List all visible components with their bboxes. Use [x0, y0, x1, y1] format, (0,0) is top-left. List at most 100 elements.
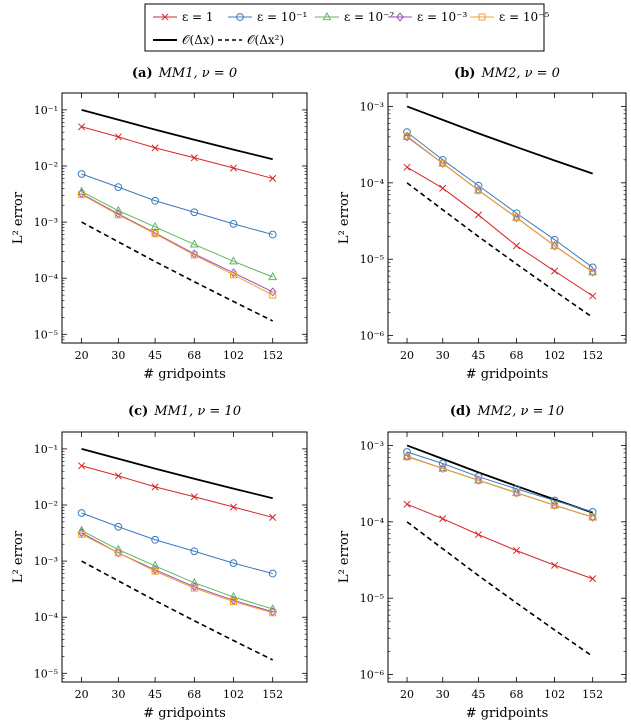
series-line: [81, 194, 273, 296]
data-point: [588, 263, 597, 272]
data-point: [550, 496, 559, 505]
y-tick-label: 10⁻⁶: [360, 330, 385, 343]
y-tick-label: 10⁻⁵: [34, 667, 58, 680]
y-tick-label: 10⁻¹: [34, 104, 58, 117]
data-point: [190, 251, 198, 259]
series-line: [406, 451, 593, 513]
series: [403, 500, 597, 583]
data-point: [513, 214, 521, 222]
legend-marker: [236, 13, 244, 21]
data-point: [551, 501, 559, 509]
y-axis-label: L² error: [337, 191, 352, 244]
data-point: [403, 163, 411, 171]
panel-title-text: MM2, ν = 0: [480, 66, 560, 81]
data-point: [229, 164, 238, 172]
data-point: [268, 287, 277, 297]
series-line: [81, 512, 273, 575]
legend-marker: [322, 11, 332, 21]
data-point: [402, 451, 412, 460]
legend-entry: ε = 10⁻⁵: [470, 10, 550, 24]
x-tick-label: 45: [471, 688, 485, 701]
data-point: [589, 513, 597, 521]
data-point: [403, 500, 411, 508]
reference-line-first-order: [406, 444, 593, 514]
legend: ε = 1 ε = 10⁻¹ ε = 10⁻² ε = 10⁻³ ε = 10⁻⁵ 𝒪(Δ…: [144, 3, 550, 52]
x-tick-label: 20: [75, 349, 89, 362]
data-point: [589, 268, 597, 276]
data-point: [78, 530, 86, 538]
data-point: [77, 170, 86, 178]
series: [77, 528, 277, 617]
series: [402, 131, 598, 276]
panel-title: (d) MM2, ν = 10: [450, 404, 564, 419]
data-point: [269, 513, 277, 521]
series: [78, 530, 277, 617]
x-tick-label: 102: [223, 349, 244, 362]
series-line: [81, 465, 273, 518]
x-axis-label: # gridpoints: [466, 367, 549, 382]
data-point: [403, 132, 411, 140]
x-tick-label: 68: [187, 349, 201, 362]
data-point: [438, 463, 447, 474]
data-point: [588, 507, 597, 516]
y-tick-label: 10⁻⁵: [34, 328, 58, 341]
reference-line-first-order: [81, 109, 273, 161]
data-point: [269, 174, 277, 182]
data-point: [551, 561, 559, 569]
data-point: [229, 591, 238, 601]
data-point: [151, 230, 159, 238]
x-tick-label: 152: [262, 688, 283, 701]
data-point: [439, 515, 447, 523]
data-point: [403, 453, 411, 461]
legend-label: ε = 10⁻¹: [257, 10, 307, 24]
series: [403, 163, 597, 300]
legend-marker: [161, 13, 169, 21]
legend-label: 𝒪(Δx): [182, 33, 214, 47]
reference-line-second-order: [81, 221, 274, 322]
data-point: [512, 547, 521, 555]
legend-entry: ε = 10⁻²: [315, 10, 395, 24]
data-point: [114, 472, 122, 480]
series-line: [81, 126, 273, 179]
series: [78, 191, 277, 299]
series: [78, 462, 277, 521]
legend-label: ε = 10⁻⁵: [499, 10, 550, 24]
data-point: [403, 132, 411, 142]
series-line: [406, 166, 593, 297]
x-tick-label: 30: [111, 688, 125, 701]
series-line: [406, 503, 593, 580]
x-tick-label: 30: [436, 349, 450, 362]
data-point: [474, 476, 482, 484]
y-tick-label: 10⁻⁶: [360, 669, 385, 682]
data-point: [589, 292, 597, 300]
legend-label: ε = 1: [182, 10, 214, 24]
data-point: [512, 209, 521, 218]
x-tick-label: 45: [148, 349, 162, 362]
x-tick-label: 152: [582, 349, 603, 362]
data-point: [229, 559, 238, 568]
y-tick-label: 10⁻⁴: [34, 272, 59, 285]
data-point: [269, 291, 277, 299]
data-point: [474, 531, 482, 539]
x-tick-label: 68: [187, 688, 201, 701]
data-point: [551, 242, 559, 250]
x-tick-label: 20: [75, 688, 89, 701]
panel-title: (a) MM1, ν = 0: [132, 66, 237, 81]
x-tick-label: 45: [148, 688, 162, 701]
data-point: [151, 535, 160, 544]
panel-title-text: MM2, ν = 10: [476, 404, 564, 419]
legend-label: ε = 10⁻³: [417, 10, 468, 24]
data-point: [550, 500, 559, 510]
series: [77, 525, 278, 613]
panel-title-letter: (d): [450, 404, 471, 419]
chart-panel: (d) MM2, ν = 10 10⁻³ 10⁻⁴ 10⁻⁵ 10⁻⁶ 20 30 45 68 10…: [337, 404, 627, 721]
data-point: [78, 191, 86, 199]
x-tick-label: 68: [510, 688, 524, 701]
y-tick-label: 10⁻³: [34, 216, 58, 229]
data-point: [113, 544, 123, 553]
series-line: [406, 456, 593, 518]
data-point: [114, 522, 123, 531]
series: [78, 123, 277, 182]
y-tick-label: 10⁻⁴: [34, 611, 59, 624]
